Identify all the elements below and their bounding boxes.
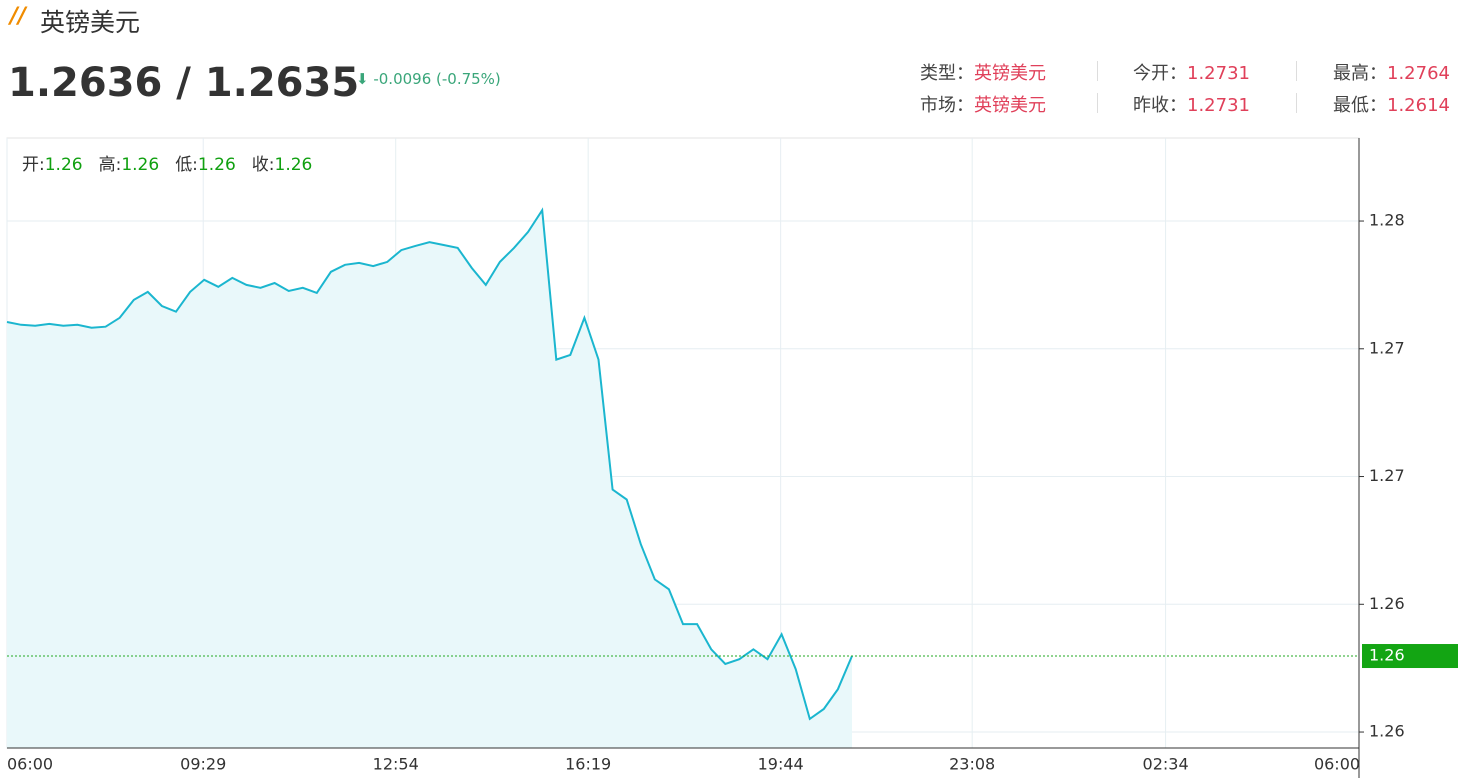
ohlc-value: 1.26 [197, 155, 236, 175]
info-cell: 类型：英镑美元 [920, 59, 1046, 85]
x-tick-label: 23:08 [949, 755, 995, 774]
info-cell: 市场：英镑美元 [920, 91, 1046, 117]
info-label: 今开： [1133, 63, 1187, 84]
x-tick-label: 06:00 [7, 755, 53, 774]
info-value: 1.2764 [1387, 63, 1450, 84]
info-cell: 昨收：1.2731 [1133, 91, 1250, 117]
info-label: 昨收： [1133, 95, 1187, 116]
y-tick-label: 1.28 [1369, 211, 1405, 230]
info-value: 英镑美元 [974, 95, 1046, 116]
separator [1296, 61, 1297, 81]
x-tick-label: 02:34 [1143, 755, 1189, 774]
x-tick-label: 06:00 [1314, 755, 1360, 774]
info-value: 1.2731 [1187, 95, 1250, 116]
change-value: -0.0096 (-0.75%) [373, 70, 501, 88]
ohlc: 开:1.26 高:1.26 低:1.26 收:1.26 [22, 150, 328, 175]
ohlc-label: 收: [251, 155, 275, 175]
info-cell: 最低：1.2614 [1333, 91, 1450, 117]
y-tick-label: 1.26 [1369, 594, 1405, 613]
ohlc-label: 高: [98, 155, 122, 175]
last-price-box [1362, 644, 1458, 669]
x-tick-label: 12:54 [373, 755, 419, 774]
info-value: 1.2614 [1387, 95, 1450, 116]
y-tick-label: 1.27 [1369, 338, 1405, 357]
title: 英镑美元 [40, 8, 141, 37]
info-cell: 最高：1.2764 [1333, 59, 1450, 85]
separator [1097, 93, 1098, 113]
info-label: 市场： [920, 95, 974, 116]
x-tick-label: 16:19 [565, 755, 611, 774]
ohlc-value: 1.26 [44, 155, 83, 175]
y-tick-label: 1.26 [1369, 722, 1405, 741]
ohlc-value: 1.26 [121, 155, 160, 175]
change: ⬇ -0.0096 (-0.75%) [356, 70, 501, 88]
info-value: 英镑美元 [974, 63, 1046, 84]
info-label: 最高： [1333, 63, 1387, 84]
info-cell: 今开：1.2731 [1133, 59, 1250, 85]
separator [1097, 61, 1098, 81]
area-fill [7, 210, 852, 748]
info-label: 最低： [1333, 95, 1387, 116]
price: 1.2636 / 1.2635 [8, 60, 360, 106]
x-tick-label: 09:29 [180, 755, 226, 774]
price-line [6, 207, 853, 721]
ohlc-label: 低: [175, 155, 198, 175]
ohlc-value: 1.26 [274, 155, 313, 175]
info-label: 类型： [920, 63, 974, 84]
ohlc-label: 开: [22, 155, 45, 175]
y-tick-label: 1.27 [1369, 466, 1405, 485]
info-value: 1.2731 [1187, 63, 1250, 84]
x-tick-label: 19:44 [758, 755, 804, 774]
logo: // [10, 4, 27, 29]
last-price-label: 1.26 [1369, 646, 1405, 665]
separator [1296, 93, 1297, 113]
